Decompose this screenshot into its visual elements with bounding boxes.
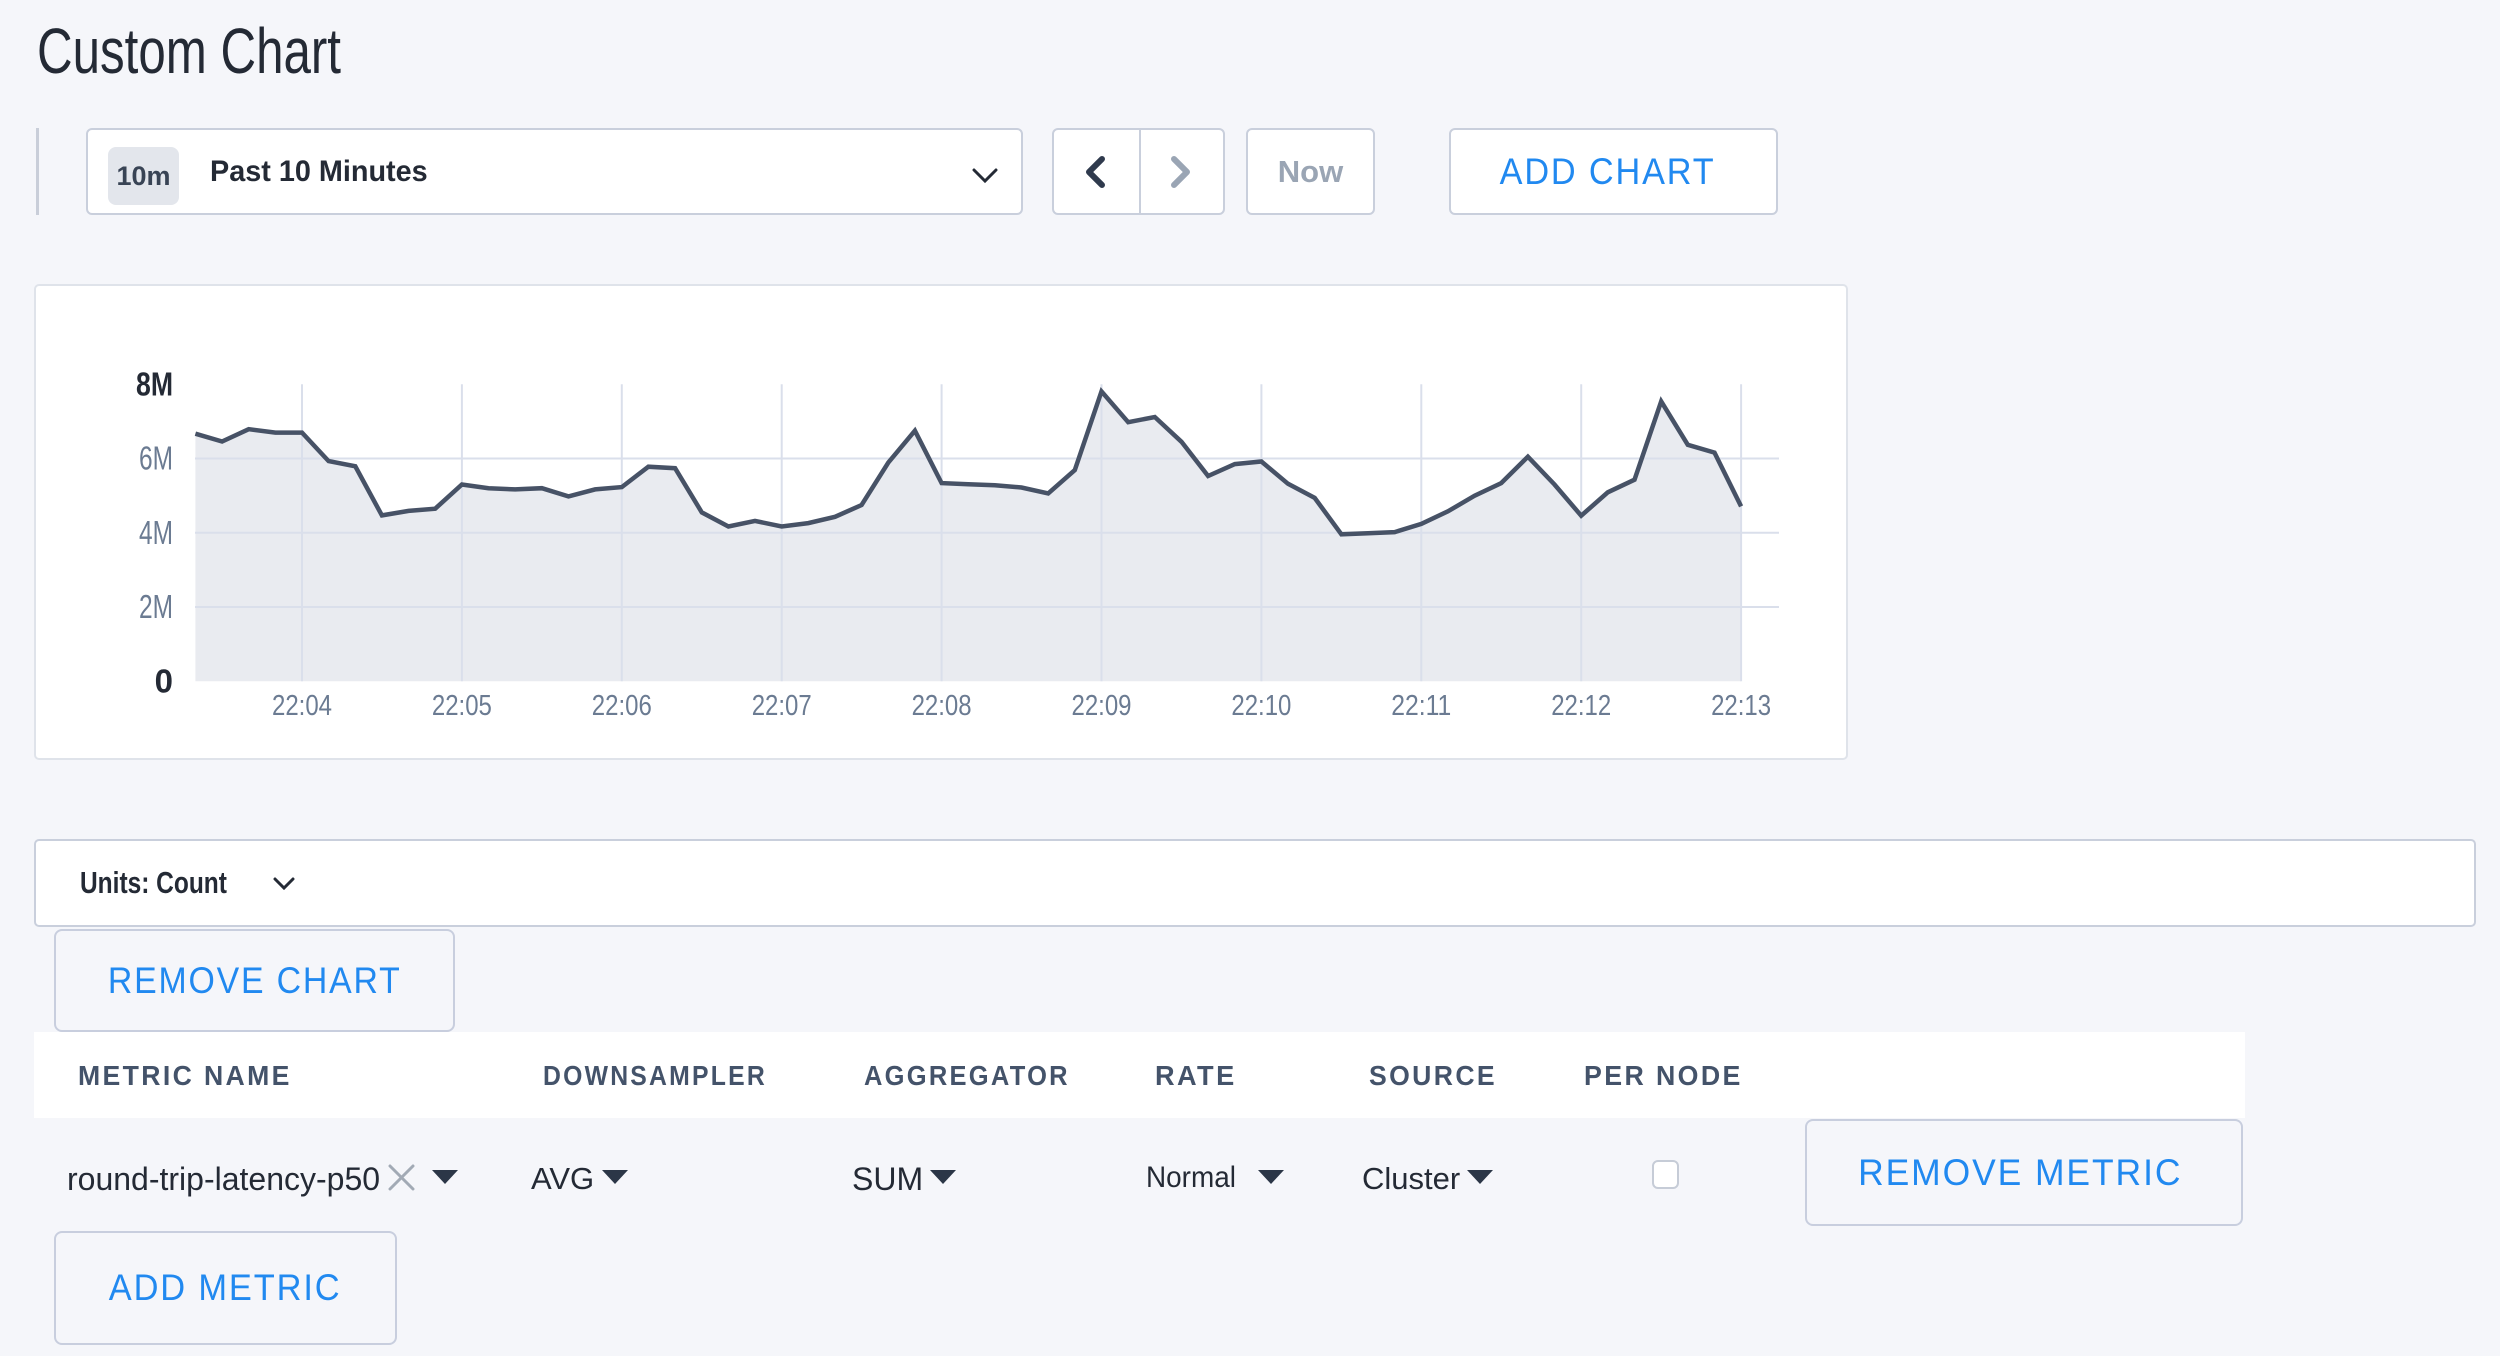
svg-text:2M: 2M xyxy=(139,588,173,625)
svg-text:6M: 6M xyxy=(139,440,173,477)
svg-text:22:07: 22:07 xyxy=(752,690,812,722)
svg-text:22:06: 22:06 xyxy=(592,690,652,722)
svg-text:22:13: 22:13 xyxy=(1711,690,1771,722)
svg-text:22:05: 22:05 xyxy=(432,690,492,722)
svg-text:22:10: 22:10 xyxy=(1231,690,1291,722)
svg-text:8M: 8M xyxy=(136,365,173,402)
svg-text:22:11: 22:11 xyxy=(1391,690,1451,722)
svg-text:22:12: 22:12 xyxy=(1551,690,1611,722)
svg-text:22:08: 22:08 xyxy=(912,690,972,722)
svg-text:22:09: 22:09 xyxy=(1072,690,1132,722)
svg-text:0: 0 xyxy=(155,662,173,699)
svg-text:22:04: 22:04 xyxy=(272,690,332,722)
svg-text:4M: 4M xyxy=(139,514,173,551)
